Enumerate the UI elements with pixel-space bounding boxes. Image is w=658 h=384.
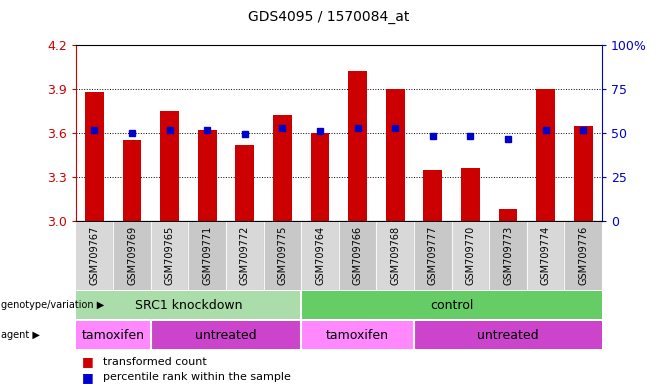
Bar: [461, 168, 480, 221]
Bar: [236, 145, 254, 221]
Text: GSM709773: GSM709773: [503, 226, 513, 285]
Text: GSM709777: GSM709777: [428, 226, 438, 285]
Text: GSM709764: GSM709764: [315, 226, 325, 285]
Text: transformed count: transformed count: [103, 356, 207, 367]
Text: untreated: untreated: [477, 329, 539, 341]
Text: tamoxifen: tamoxifen: [82, 329, 145, 341]
Bar: [451, 222, 490, 290]
Bar: [574, 126, 593, 221]
Bar: [565, 222, 602, 290]
Bar: [85, 92, 104, 221]
Bar: [264, 222, 301, 290]
Text: GSM709772: GSM709772: [240, 226, 250, 285]
Bar: [499, 209, 517, 221]
Bar: [490, 222, 527, 290]
Text: tamoxifen: tamoxifen: [326, 329, 389, 341]
Bar: [226, 222, 264, 290]
Bar: [113, 222, 151, 290]
Text: GDS4095 / 1570084_at: GDS4095 / 1570084_at: [248, 10, 410, 23]
Text: GSM709768: GSM709768: [390, 226, 400, 285]
Bar: [161, 111, 179, 221]
Bar: [311, 133, 330, 221]
Bar: [301, 291, 602, 319]
Bar: [414, 222, 451, 290]
Text: GSM709771: GSM709771: [202, 226, 213, 285]
Bar: [301, 321, 414, 349]
Text: GSM709767: GSM709767: [89, 226, 99, 285]
Bar: [122, 140, 141, 221]
Text: control: control: [430, 299, 473, 311]
Text: GSM709766: GSM709766: [353, 226, 363, 285]
Text: ■: ■: [82, 371, 94, 384]
Text: SRC1 knockdown: SRC1 knockdown: [135, 299, 242, 311]
Text: GSM709775: GSM709775: [278, 226, 288, 285]
Bar: [151, 222, 188, 290]
Bar: [76, 321, 151, 349]
Text: GSM709770: GSM709770: [465, 226, 476, 285]
Text: percentile rank within the sample: percentile rank within the sample: [103, 372, 291, 382]
Text: genotype/variation ▶: genotype/variation ▶: [1, 300, 104, 310]
Bar: [348, 71, 367, 221]
Bar: [198, 130, 216, 221]
Bar: [376, 222, 414, 290]
Text: GSM709769: GSM709769: [127, 226, 137, 285]
Text: GSM709765: GSM709765: [164, 226, 174, 285]
Bar: [301, 222, 339, 290]
Text: GSM709776: GSM709776: [578, 226, 588, 285]
Bar: [414, 321, 602, 349]
Text: GSM709774: GSM709774: [541, 226, 551, 285]
Bar: [339, 222, 376, 290]
Bar: [151, 321, 301, 349]
Bar: [424, 170, 442, 221]
Bar: [536, 89, 555, 221]
Bar: [527, 222, 565, 290]
Text: agent ▶: agent ▶: [1, 330, 39, 340]
Text: ■: ■: [82, 355, 94, 368]
Bar: [188, 222, 226, 290]
Bar: [76, 222, 113, 290]
Bar: [76, 291, 301, 319]
Bar: [386, 89, 405, 221]
Text: untreated: untreated: [195, 329, 257, 341]
Bar: [273, 115, 292, 221]
